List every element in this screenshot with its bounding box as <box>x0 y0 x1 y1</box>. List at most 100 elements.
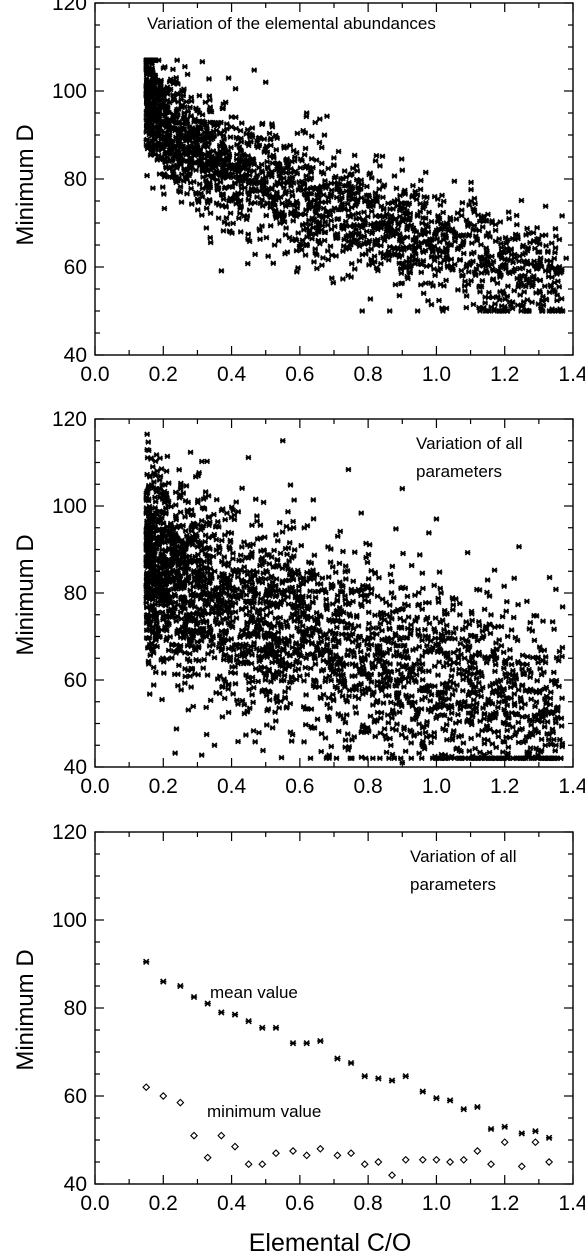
data-point <box>230 220 237 227</box>
data-point <box>334 592 341 599</box>
data-point <box>328 187 335 194</box>
data-point <box>302 211 309 218</box>
data-point <box>527 745 534 751</box>
data-point <box>460 250 467 257</box>
data-point <box>377 715 384 721</box>
data-point <box>417 186 424 193</box>
data-point <box>335 148 342 155</box>
data-point <box>145 439 152 445</box>
data-point <box>405 614 412 620</box>
data-point <box>431 734 438 741</box>
data-point <box>390 594 397 601</box>
data-point <box>532 245 538 252</box>
data-point <box>492 227 499 234</box>
data-point <box>234 697 240 704</box>
data-point <box>350 598 356 605</box>
data-point <box>312 119 319 126</box>
data-point <box>432 272 438 279</box>
data-point <box>552 245 559 251</box>
data-point <box>349 661 356 667</box>
data-point <box>534 224 540 231</box>
data-point <box>552 719 559 726</box>
data-point <box>275 237 282 244</box>
data-point <box>367 296 374 302</box>
data-point <box>436 569 443 575</box>
data-point <box>228 636 235 642</box>
data-point <box>396 661 402 667</box>
data-point <box>204 672 211 679</box>
data-point <box>438 590 444 596</box>
data-point <box>287 700 294 707</box>
data-point <box>237 229 244 235</box>
data-point <box>540 293 546 300</box>
data-point <box>422 729 429 736</box>
data-point <box>389 608 396 615</box>
data-point <box>224 510 230 517</box>
data-point <box>302 664 309 671</box>
data-point <box>462 278 468 285</box>
data-point <box>320 254 326 261</box>
data-point <box>519 652 526 659</box>
data-point <box>520 298 527 305</box>
data-point <box>489 680 496 687</box>
data-point <box>511 691 518 697</box>
data-point <box>512 236 518 243</box>
data-point <box>207 234 214 241</box>
data-point <box>392 281 399 288</box>
data-point <box>371 253 378 260</box>
data-point <box>291 547 298 553</box>
data-point <box>228 514 235 521</box>
data-point <box>182 673 189 680</box>
annotation-title: Variation of the elemental abundances <box>147 14 436 33</box>
data-point <box>402 748 409 755</box>
data-point <box>450 649 457 656</box>
x-tick-label: 0.2 <box>149 775 178 798</box>
data-point <box>416 750 422 757</box>
data-point <box>260 499 267 506</box>
x-tick-label: 1.4 <box>558 363 585 386</box>
data-point <box>302 145 309 152</box>
data-point <box>383 749 390 756</box>
data-point <box>388 699 394 706</box>
data-point <box>237 210 243 217</box>
data-point <box>245 196 252 203</box>
data-point <box>431 729 438 736</box>
data-point <box>293 149 300 156</box>
data-point <box>217 179 224 185</box>
data-point <box>263 212 270 219</box>
data-point <box>190 703 197 710</box>
data-point <box>340 276 346 282</box>
data-point <box>267 222 274 229</box>
data-point <box>355 623 362 629</box>
data-point <box>479 224 486 230</box>
data-point <box>307 588 314 594</box>
y-tick-label: 40 <box>64 344 87 367</box>
x-tick-label: 0.4 <box>217 363 247 386</box>
data-point <box>225 645 232 652</box>
x-tick-label: 0.4 <box>217 775 247 798</box>
data-point <box>431 266 437 272</box>
data-point <box>246 207 253 213</box>
data-point <box>187 673 193 679</box>
data-point <box>386 692 392 699</box>
data-point <box>498 244 505 251</box>
data-point <box>220 228 227 234</box>
data-point <box>492 661 499 668</box>
data-point <box>318 144 325 151</box>
data-point <box>232 609 239 615</box>
data-point <box>426 209 432 216</box>
data-point <box>155 57 162 64</box>
data-point <box>256 729 262 736</box>
data-point <box>443 277 449 284</box>
data-point <box>412 592 418 599</box>
data-point <box>353 710 360 716</box>
data-point <box>427 697 434 704</box>
data-point <box>292 154 298 161</box>
data-point <box>249 652 255 658</box>
data-point <box>380 700 387 706</box>
data-point <box>182 680 188 687</box>
data-point <box>505 209 512 215</box>
data-point <box>264 158 271 165</box>
data-point <box>182 514 188 520</box>
data-point <box>356 215 362 222</box>
